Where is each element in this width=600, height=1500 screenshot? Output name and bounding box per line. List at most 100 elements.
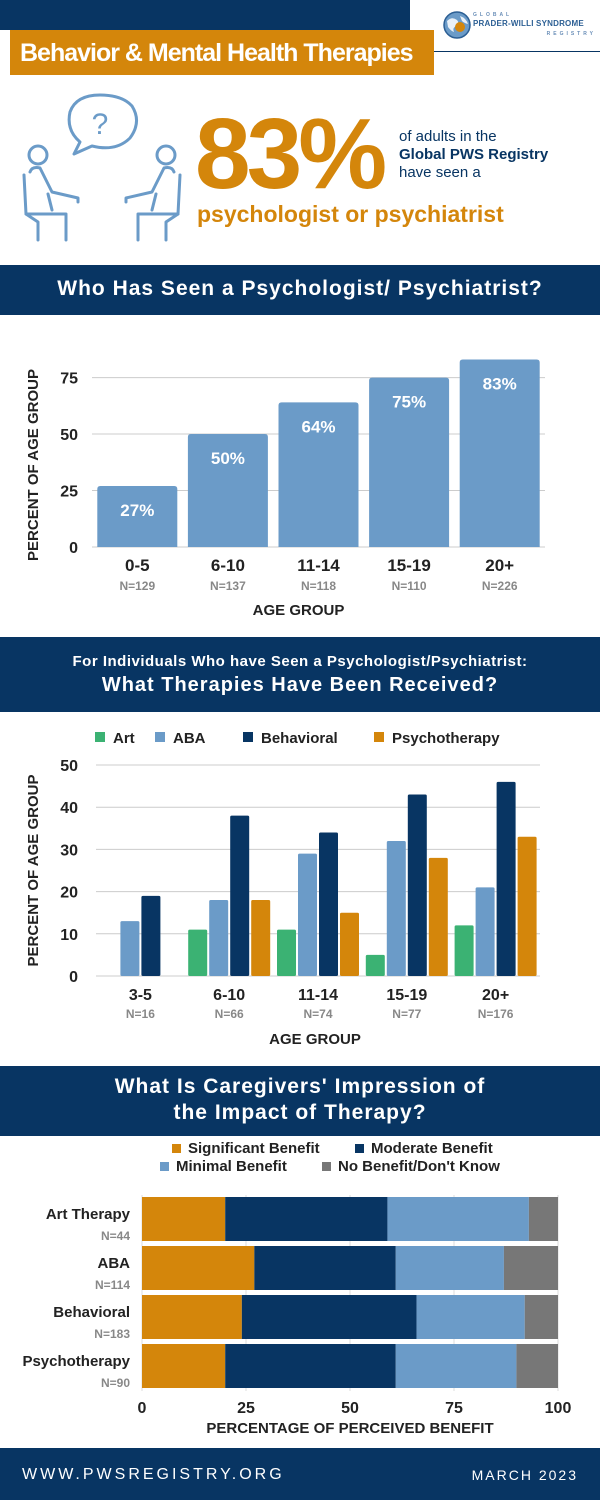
bar	[188, 929, 208, 976]
bar	[319, 832, 338, 976]
y-tick-label: 10	[60, 927, 78, 944]
legend-label: Psychotherapy	[392, 730, 500, 747]
bar-data-label: 27%	[120, 501, 154, 520]
bar-segment	[142, 1246, 255, 1290]
n-label: N=114	[95, 1278, 130, 1292]
n-label: N=74	[303, 1007, 332, 1021]
section-3-title-line-1: What Is Caregivers' Impression of	[114, 1075, 486, 1098]
legend-label: Significant Benefit	[188, 1140, 320, 1157]
bar	[141, 895, 161, 976]
speech-bubble-icon	[67, 93, 138, 156]
legend-swatch	[172, 1144, 181, 1153]
footer-url[interactable]: WWW.PWSREGISTRY.ORG	[22, 1466, 285, 1483]
bar-data-label: 64%	[301, 417, 335, 436]
bar-segment	[524, 1295, 558, 1339]
bar-segment	[395, 1246, 504, 1290]
y-tick-label: 40	[60, 800, 78, 817]
legend-label: Art	[113, 730, 135, 747]
x-tick-label: 0	[138, 1400, 147, 1417]
n-label: N=129	[119, 579, 155, 593]
y-tick-label: 25	[60, 484, 78, 501]
legend-label: ABA	[173, 730, 206, 747]
section-3-title-line-2: the Impact of Therapy?	[173, 1101, 427, 1124]
bar-segment	[528, 1197, 558, 1241]
section-2-subtitle: For Individuals Who have Seen a Psycholo…	[72, 653, 528, 670]
section-2-header: For Individuals Who have Seen a Psycholo…	[0, 637, 600, 712]
y-tick-label: 20	[60, 885, 78, 902]
x-tick-label: 0-5	[125, 556, 150, 575]
top-divider	[410, 51, 600, 52]
y-tick-label: ABA	[98, 1255, 131, 1272]
bar	[209, 900, 229, 976]
bar-segment	[142, 1344, 226, 1388]
bar-segment	[387, 1197, 529, 1241]
bar-data-label: 75%	[392, 393, 426, 412]
logo-top-text: GLOBAL	[473, 12, 513, 18]
n-label: N=66	[215, 1007, 244, 1021]
bar	[459, 359, 540, 547]
legend-label: Behavioral	[261, 730, 338, 747]
x-axis-title: PERCENTAGE OF PERCEIVED BENEFIT	[206, 1420, 493, 1437]
x-axis-title: AGE GROUP	[269, 1031, 361, 1048]
bar	[340, 912, 359, 976]
bar-data-label: 83%	[483, 375, 517, 394]
bar	[496, 781, 516, 976]
bar	[454, 925, 474, 976]
bar-segment	[225, 1344, 396, 1388]
x-axis-title: AGE GROUP	[253, 602, 345, 619]
bar-segment	[142, 1295, 242, 1339]
footer: WWW.PWSREGISTRY.ORG MARCH 2023	[0, 1448, 600, 1500]
x-tick-label: 25	[237, 1400, 255, 1417]
bar	[428, 857, 448, 976]
legend-swatch	[355, 1144, 364, 1153]
registry-logo: GLOBAL PRADER-WILLI SYNDROME REGISTRY	[440, 8, 600, 44]
logo-main-text: PRADER-WILLI SYNDROME	[473, 19, 584, 28]
page-title: Behavior & Mental Health Therapies	[10, 30, 434, 75]
section-2-title: What Therapies Have Been Received?	[101, 674, 499, 696]
x-tick-label: 6-10	[213, 987, 245, 1004]
x-tick-label: 50	[341, 1400, 359, 1417]
bar-segment	[142, 1197, 226, 1241]
y-tick-label: Art Therapy	[46, 1206, 131, 1223]
therapy-session-icon: ?	[22, 93, 182, 242]
y-axis-title: PERCENT OF AGE GROUP	[25, 369, 42, 561]
y-tick-label: 0	[69, 540, 78, 557]
globe-icon	[443, 11, 471, 39]
x-tick-label: 75	[445, 1400, 463, 1417]
bar	[407, 794, 427, 976]
n-label: N=16	[126, 1007, 155, 1021]
y-tick-label: Psychotherapy	[22, 1353, 130, 1370]
bar	[517, 836, 537, 976]
n-label: N=183	[94, 1327, 130, 1341]
section-3-header: What Is Caregivers' Impression of the Im…	[0, 1066, 600, 1136]
hero-role: psychologist or psychiatrist	[197, 201, 504, 227]
question-mark-icon: ?	[92, 108, 109, 141]
legend-swatch	[160, 1162, 169, 1171]
y-tick-label: 50	[60, 427, 78, 444]
y-axis-title: PERCENT OF AGE GROUP	[25, 775, 42, 967]
bar-data-label: 50%	[211, 449, 245, 468]
chart-perceived-benefit: Significant Benefit Moderate Benefit Minim…	[22, 1140, 572, 1437]
section-1-title: Who Has Seen a Psychologist/ Psychiatris…	[0, 265, 600, 315]
hero-line-2: Global PWS Registry	[399, 146, 549, 163]
bar-segment	[241, 1295, 417, 1339]
bar-segment	[503, 1246, 558, 1290]
x-tick-label: 11-14	[297, 556, 340, 575]
n-label: N=137	[210, 579, 246, 593]
legend-label: Minimal Benefit	[176, 1158, 287, 1175]
x-tick-label: 15-19	[386, 987, 427, 1004]
x-tick-label: 100	[545, 1400, 572, 1417]
bar	[277, 929, 296, 976]
bar	[386, 840, 406, 976]
bar	[120, 921, 140, 976]
bar	[97, 486, 178, 547]
hero-line-1: of adults in the	[399, 128, 497, 145]
bar	[369, 377, 450, 547]
bar	[475, 887, 495, 976]
bar-segment	[225, 1197, 388, 1241]
legend-swatch	[374, 732, 384, 742]
n-label: N=226	[482, 579, 518, 593]
y-tick-label: 75	[60, 371, 78, 388]
n-label: N=77	[392, 1007, 421, 1021]
n-label: N=118	[301, 579, 336, 593]
